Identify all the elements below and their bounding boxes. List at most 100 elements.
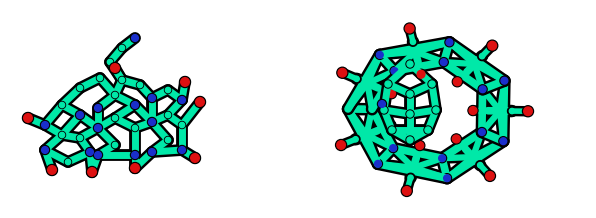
Circle shape bbox=[451, 134, 461, 144]
Circle shape bbox=[477, 162, 484, 169]
Circle shape bbox=[111, 92, 119, 99]
Circle shape bbox=[412, 49, 418, 55]
Circle shape bbox=[375, 84, 381, 91]
Circle shape bbox=[86, 167, 98, 177]
Circle shape bbox=[178, 121, 185, 128]
Circle shape bbox=[94, 104, 103, 112]
Circle shape bbox=[479, 54, 485, 59]
Circle shape bbox=[407, 61, 413, 67]
Circle shape bbox=[165, 112, 170, 118]
Circle shape bbox=[374, 159, 383, 168]
Circle shape bbox=[375, 50, 384, 59]
Circle shape bbox=[41, 145, 49, 155]
Circle shape bbox=[148, 149, 156, 155]
Circle shape bbox=[375, 128, 380, 133]
Circle shape bbox=[477, 162, 483, 168]
Circle shape bbox=[389, 127, 395, 133]
Circle shape bbox=[66, 159, 70, 165]
Circle shape bbox=[408, 175, 413, 180]
Circle shape bbox=[165, 87, 170, 93]
Circle shape bbox=[164, 111, 172, 119]
Circle shape bbox=[411, 165, 417, 171]
Circle shape bbox=[113, 92, 117, 98]
Circle shape bbox=[488, 41, 496, 50]
Circle shape bbox=[417, 70, 425, 78]
Circle shape bbox=[107, 58, 113, 65]
Circle shape bbox=[413, 49, 418, 54]
Circle shape bbox=[401, 186, 412, 196]
Circle shape bbox=[424, 126, 432, 134]
Circle shape bbox=[352, 136, 359, 143]
Circle shape bbox=[353, 75, 360, 82]
Circle shape bbox=[486, 172, 494, 180]
Circle shape bbox=[380, 106, 388, 114]
Circle shape bbox=[195, 98, 204, 106]
Circle shape bbox=[354, 76, 359, 82]
Circle shape bbox=[462, 145, 469, 153]
Circle shape bbox=[338, 68, 347, 77]
Circle shape bbox=[76, 111, 85, 119]
Circle shape bbox=[432, 106, 440, 114]
Circle shape bbox=[390, 66, 399, 75]
Circle shape bbox=[485, 107, 492, 114]
Circle shape bbox=[191, 154, 199, 162]
Circle shape bbox=[337, 141, 345, 149]
Circle shape bbox=[374, 160, 381, 167]
Circle shape bbox=[510, 108, 514, 114]
Circle shape bbox=[470, 154, 476, 160]
Circle shape bbox=[378, 101, 386, 107]
Circle shape bbox=[464, 69, 470, 75]
Circle shape bbox=[443, 175, 451, 182]
Circle shape bbox=[77, 135, 83, 141]
Circle shape bbox=[131, 100, 139, 109]
Circle shape bbox=[194, 97, 206, 107]
Circle shape bbox=[111, 64, 119, 72]
Circle shape bbox=[94, 150, 103, 160]
Circle shape bbox=[471, 155, 475, 159]
Circle shape bbox=[390, 145, 396, 152]
Circle shape bbox=[46, 165, 57, 175]
Circle shape bbox=[337, 67, 348, 78]
Circle shape bbox=[136, 82, 144, 89]
Circle shape bbox=[452, 77, 462, 87]
Circle shape bbox=[415, 59, 421, 64]
Circle shape bbox=[365, 81, 370, 86]
Circle shape bbox=[498, 109, 502, 113]
Circle shape bbox=[131, 164, 139, 172]
Circle shape bbox=[165, 137, 170, 143]
Circle shape bbox=[501, 77, 508, 84]
Circle shape bbox=[471, 61, 477, 67]
Circle shape bbox=[107, 59, 113, 65]
Circle shape bbox=[42, 147, 48, 153]
Circle shape bbox=[86, 149, 94, 155]
Circle shape bbox=[454, 78, 461, 86]
Circle shape bbox=[119, 44, 126, 51]
Circle shape bbox=[164, 136, 172, 143]
Circle shape bbox=[95, 105, 101, 111]
Circle shape bbox=[387, 90, 395, 97]
Circle shape bbox=[386, 120, 396, 130]
Circle shape bbox=[429, 81, 435, 87]
Circle shape bbox=[377, 51, 383, 58]
Circle shape bbox=[414, 58, 421, 65]
Circle shape bbox=[178, 95, 187, 104]
Circle shape bbox=[381, 107, 387, 113]
Circle shape bbox=[119, 45, 125, 51]
Circle shape bbox=[404, 23, 415, 34]
Circle shape bbox=[414, 155, 419, 160]
Circle shape bbox=[343, 104, 352, 113]
Circle shape bbox=[148, 95, 156, 101]
Circle shape bbox=[523, 106, 533, 117]
Circle shape bbox=[446, 39, 453, 46]
Circle shape bbox=[148, 119, 156, 125]
Circle shape bbox=[406, 60, 414, 68]
Circle shape bbox=[415, 141, 425, 150]
Circle shape bbox=[137, 82, 142, 88]
Circle shape bbox=[190, 153, 200, 164]
Circle shape bbox=[111, 114, 119, 121]
Circle shape bbox=[77, 85, 83, 91]
Circle shape bbox=[485, 108, 491, 113]
Circle shape bbox=[132, 152, 138, 158]
Circle shape bbox=[500, 138, 507, 145]
Circle shape bbox=[95, 152, 101, 158]
